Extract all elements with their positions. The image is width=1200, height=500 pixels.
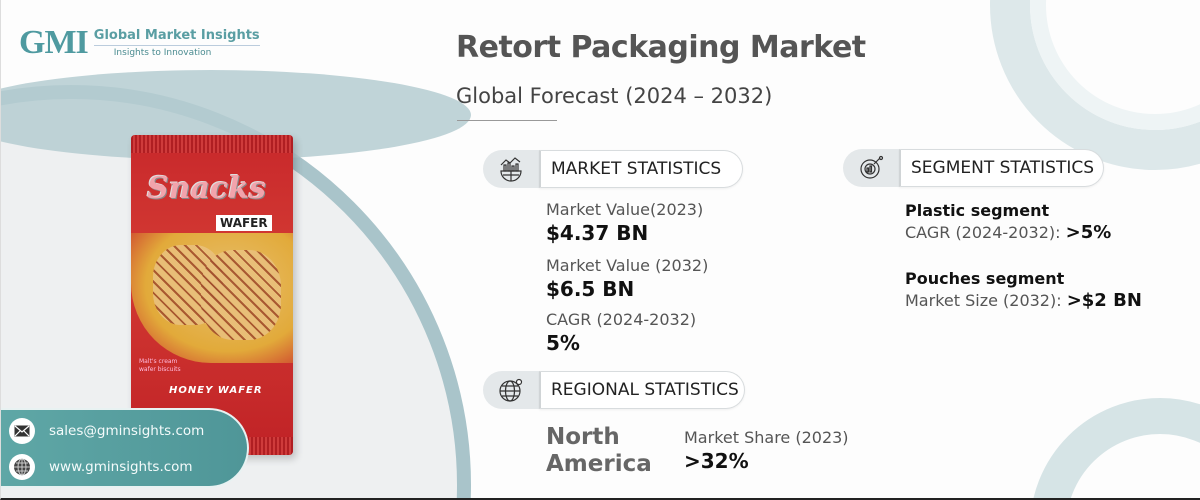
segment-statistics-header: SEGMENT STATISTICS <box>843 149 1104 187</box>
segment-label: CAGR (2024-2032): <box>905 223 1066 242</box>
stat-value: $4.37 BN <box>546 221 649 245</box>
logo-name: Global Market Insights <box>93 28 260 46</box>
logo-tagline: Insights to Innovation <box>113 48 212 58</box>
stat-label: Market Share (2023) <box>684 428 849 447</box>
wafer-image <box>201 250 281 340</box>
pouch-small-text-1: Malt's cream <box>139 358 178 365</box>
segment-line: Market Size (2032): >$2 BN <box>905 290 1142 312</box>
globe-icon <box>9 454 35 480</box>
pouch-top-seal <box>131 135 293 153</box>
stat-market-value-2023: Market Value(2023) $4.37 BN <box>546 200 703 246</box>
page-subtitle: Global Forecast (2024 – 2032) <box>456 84 773 108</box>
title-divider <box>457 120 557 121</box>
regional-statistics-header: REGIONAL STATISTICS <box>483 371 745 409</box>
regional-statistics-title: REGIONAL STATISTICS <box>539 371 745 409</box>
stat-value: $6.5 BN <box>546 277 635 301</box>
segment-title: Plastic segment <box>905 201 1050 220</box>
market-statistics-header: MARKET STATISTICS <box>483 150 743 188</box>
stat-value: 5% <box>546 331 580 355</box>
decor-arc-bottom-right <box>1030 398 1200 498</box>
segment-label: Market Size (2032): <box>905 291 1067 310</box>
segment-title: Pouches segment <box>905 269 1065 288</box>
stat-label: CAGR (2024-2032) <box>546 310 697 329</box>
gmi-logo: GMI Global Market Insights Insights to I… <box>19 26 260 60</box>
chart-globe-icon <box>483 150 539 188</box>
region-name-line2: America <box>546 451 652 477</box>
segment-value: >5% <box>1065 222 1112 243</box>
target-chart-icon <box>843 149 899 187</box>
region-name-line1: North <box>546 424 620 450</box>
envelope-icon <box>9 418 35 444</box>
contact-website[interactable]: www.gminsights.com <box>49 459 193 475</box>
segment-line: CAGR (2024-2032): >5% <box>905 222 1111 244</box>
globe-pin-icon <box>483 371 539 409</box>
logo-mark: GMI <box>19 24 89 61</box>
market-statistics-title: MARKET STATISTICS <box>539 150 743 188</box>
stat-label: Market Value (2032) <box>546 256 709 275</box>
region-name: North America <box>546 424 652 478</box>
page-title: Retort Packaging Market <box>456 30 866 65</box>
stat-label: Market Value(2023) <box>546 200 704 219</box>
pouch-brand-text: Snacks <box>147 171 266 206</box>
segment-statistics-title: SEGMENT STATISTICS <box>899 149 1104 187</box>
pouch-small-text-2: wafer biscuits <box>139 366 181 373</box>
stat-value: >32% <box>684 449 749 473</box>
contact-website-row[interactable]: www.gminsights.com <box>9 454 193 480</box>
contact-email[interactable]: sales@gminsights.com <box>49 423 205 439</box>
pouch-tag: WAFER <box>216 215 272 231</box>
product-image-snack-pouch: Snacks WAFER Malt's cream wafer biscuits… <box>131 135 293 455</box>
contact-email-row[interactable]: sales@gminsights.com <box>9 418 204 444</box>
segment-pouches: Pouches segment Market Size (2032): >$2 … <box>905 268 1142 312</box>
contact-bar: sales@gminsights.com www.gminsights.com <box>1 408 249 488</box>
pouch-small-text: Malt's cream wafer biscuits <box>139 358 181 374</box>
segment-value: >$2 BN <box>1066 290 1142 311</box>
stat-market-value-2032: Market Value (2032) $6.5 BN <box>546 256 708 302</box>
region-market-share: Market Share (2023) >32% <box>684 428 849 474</box>
pouch-flavor: HONEY WAFER <box>169 385 263 396</box>
segment-plastic: Plastic segment CAGR (2024-2032): >5% <box>905 200 1111 244</box>
stat-cagr: CAGR (2024-2032) 5% <box>546 310 696 356</box>
